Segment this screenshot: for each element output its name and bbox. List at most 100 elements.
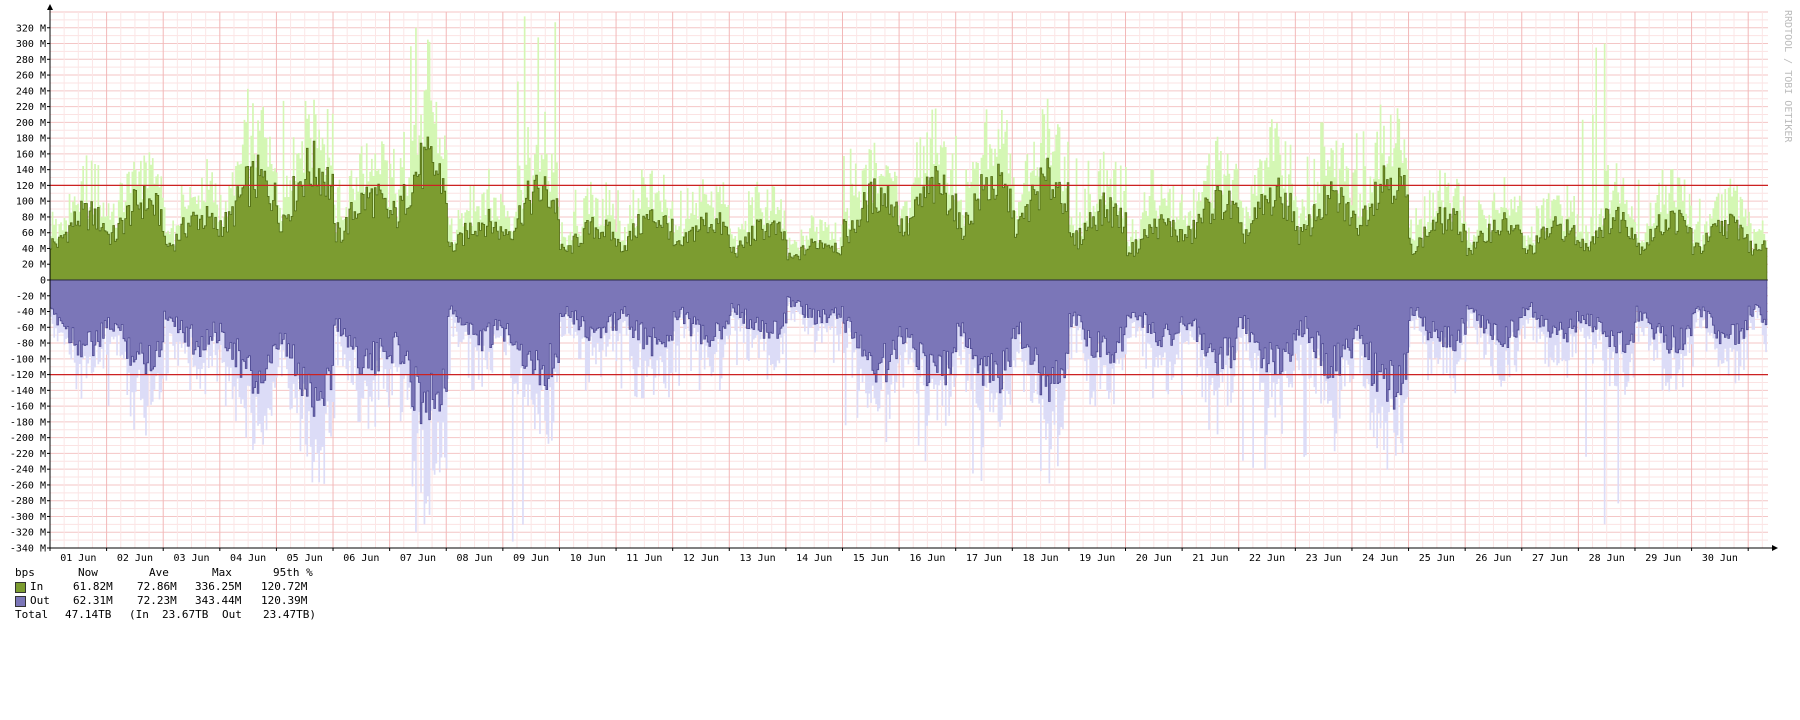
x-tick-label: 28 Jun [1589, 553, 1625, 564]
y-tick-label: 100 M [16, 197, 46, 208]
y-tick-label: 160 M [16, 149, 46, 160]
legend-label-out: Out [30, 594, 50, 607]
y-tick-label: -320 M [10, 528, 46, 539]
y-tick-label: -300 M [10, 512, 46, 523]
y-tick-label: -220 M [10, 449, 46, 460]
traffic-chart: 320 M 300 M 280 M 260 M 240 M 220 M 200 M 180 M… [10, 4, 1793, 564]
x-tick-label: 20 Jun [1136, 553, 1172, 564]
y-tick-label: 120 M [16, 181, 46, 192]
x-tick-label: 11 Jun [626, 553, 662, 564]
x-tick-label: 19 Jun [1079, 553, 1115, 564]
x-tick-label: 26 Jun [1475, 553, 1511, 564]
x-tick-label: 04 Jun [230, 553, 266, 564]
axes [47, 4, 1778, 551]
x-tick-label: 25 Jun [1419, 553, 1455, 564]
y-tick-label: 0 [40, 276, 46, 287]
legend-total-out-value: 23.47TB) [263, 608, 316, 621]
x-tick-label: 01 Jun [60, 553, 96, 564]
y-tick-label: -20 M [16, 291, 46, 302]
x-tick-label: 13 Jun [740, 553, 776, 564]
y-tick-label: 300 M [16, 39, 46, 50]
y-tick-label: -160 M [10, 402, 46, 413]
legend-out-now: 62.31M [73, 594, 113, 607]
x-tick-label: 24 Jun [1362, 553, 1398, 564]
legend-total-label: Total [15, 608, 49, 621]
legend-row-out: Out 62.31M 72.23M 343.44M 120.39M [15, 594, 307, 608]
y-tick-label: 60 M [22, 228, 46, 239]
legend-header-max: Max [212, 566, 232, 579]
y-tick-label: -260 M [10, 480, 46, 491]
legend-header-p95: 95th % [273, 566, 313, 579]
y-axis-arrow [47, 4, 53, 10]
y-tick-label: 240 M [16, 86, 46, 97]
y-tick-label: -100 M [10, 354, 46, 365]
legend-row-total: Total 47.14TB (In 23.67TB Out 23.47TB) [15, 608, 316, 622]
y-tick-label: 260 M [16, 71, 46, 82]
y-tick-label: 80 M [22, 212, 46, 223]
x-tick-label: 09 Jun [513, 553, 549, 564]
legend-in-now: 61.82M [73, 580, 113, 593]
x-tick-label: 29 Jun [1645, 553, 1681, 564]
legend-total-in-text: (In [129, 608, 149, 621]
y-tick-label: 20 M [22, 260, 46, 271]
x-tick-label: 16 Jun [909, 553, 945, 564]
legend-in-ave: 72.86M [137, 580, 177, 593]
legend-row-in: In 61.82M 72.86M 336.25M 120.72M [15, 580, 307, 594]
legend-out-max: 343.44M [195, 594, 242, 607]
series-out-max-area [50, 280, 1767, 542]
y-tick-label: -180 M [10, 417, 46, 428]
legend-total-out-text: Out [222, 608, 242, 621]
x-tick-label: 05 Jun [287, 553, 323, 564]
y-tick-labels: 320 M 300 M 280 M 260 M 240 M 220 M 200 M 180 M… [10, 23, 50, 555]
y-tick-label: 220 M [16, 102, 46, 113]
x-tick-label: 06 Jun [343, 553, 379, 564]
y-tick-label: 180 M [16, 134, 46, 145]
y-tick-label: -340 M [10, 544, 46, 555]
y-tick-label: 140 M [16, 165, 46, 176]
x-tick-label: 23 Jun [1306, 553, 1342, 564]
x-tick-label: 12 Jun [683, 553, 719, 564]
x-tick-labels: 01 Jun 02 Jun 03 Jun 04 Jun 05 Jun 06 Jun 07 J… [60, 548, 1749, 564]
legend-out-ave: 72.23M [137, 594, 177, 607]
x-tick-label: 27 Jun [1532, 553, 1568, 564]
legend-total-value: 47.14TB [65, 608, 112, 621]
legend-swatch-out [15, 596, 26, 607]
y-tick-label: 200 M [16, 118, 46, 129]
y-tick-label: 280 M [16, 55, 46, 66]
y-tick-label: -120 M [10, 370, 46, 381]
x-tick-label: 14 Jun [796, 553, 832, 564]
legend-out-p95: 120.39M [261, 594, 308, 607]
legend-header-now: Now [78, 566, 98, 579]
y-tick-label: -140 M [10, 386, 46, 397]
y-tick-label: 320 M [16, 23, 46, 34]
average-areas [49, 136, 1768, 425]
y-tick-label: -60 M [16, 323, 46, 334]
legend-swatch-in [15, 582, 26, 593]
x-axis-arrow [1772, 545, 1778, 551]
x-tick-label: 07 Jun [400, 553, 436, 564]
series-out-avg-area [49, 279, 1768, 425]
y-tick-label: 40 M [22, 244, 46, 255]
x-tick-label: 22 Jun [1249, 553, 1285, 564]
x-tick-label: 17 Jun [966, 553, 1002, 564]
x-tick-label: 18 Jun [1023, 553, 1059, 564]
watermark: RRDTOOL / TOBI OETIKER [1782, 10, 1793, 143]
legend-in-p95: 120.72M [261, 580, 308, 593]
x-tick-label: 15 Jun [853, 553, 889, 564]
legend-total-in-value: 23.67TB [162, 608, 209, 621]
x-tick-label: 03 Jun [173, 553, 209, 564]
x-tick-label: 30 Jun [1702, 553, 1738, 564]
legend-in-max: 336.25M [195, 580, 242, 593]
x-tick-label: 08 Jun [456, 553, 492, 564]
series-in-avg-area [49, 136, 1768, 281]
y-tick-label: -280 M [10, 496, 46, 507]
legend: bps Now Ave Max 95th % In 61.82M 72.86M … [15, 566, 316, 622]
y-tick-label: -80 M [16, 339, 46, 350]
percentile-lines [50, 184, 1768, 376]
x-tick-label: 02 Jun [117, 553, 153, 564]
y-tick-label: -200 M [10, 433, 46, 444]
x-tick-label: 10 Jun [570, 553, 606, 564]
y-tick-label: -40 M [16, 307, 46, 318]
x-tick-label: 21 Jun [1192, 553, 1228, 564]
legend-label-in: In [30, 580, 44, 593]
